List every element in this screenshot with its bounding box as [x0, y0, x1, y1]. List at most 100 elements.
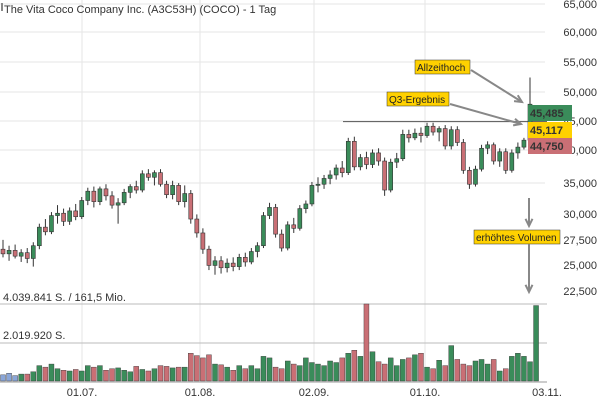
y-tick-label: 22,500 [563, 286, 597, 298]
candle-body [412, 132, 418, 139]
candle-body [0, 248, 6, 255]
candle [152, 170, 157, 186]
volume-bar [327, 360, 333, 382]
candle [503, 148, 509, 174]
candle [461, 139, 466, 174]
volume-bar [12, 375, 18, 382]
candle [352, 136, 357, 171]
candle-body [358, 157, 363, 168]
volume-bar [321, 365, 327, 382]
candle [170, 180, 175, 200]
candle-body [297, 208, 303, 229]
candle [473, 165, 478, 187]
candle [249, 248, 254, 265]
candle [206, 245, 212, 271]
candle-body [267, 207, 272, 216]
volume-bar [272, 366, 279, 382]
candle [55, 205, 60, 224]
volume-bar [430, 368, 436, 382]
volume-bar [36, 365, 43, 382]
candle [315, 177, 321, 193]
candle-body [12, 250, 18, 257]
candle [497, 148, 503, 167]
candle [236, 253, 242, 271]
annotation-allzeithoch-bg [414, 59, 471, 75]
x-tick-label: 01.10. [410, 387, 441, 399]
candle-body [73, 210, 78, 218]
volume-bar [42, 366, 49, 382]
candle [448, 126, 454, 150]
candle [146, 169, 151, 181]
candle [279, 229, 284, 252]
candle [303, 200, 309, 214]
candle [212, 256, 218, 275]
candle-body [279, 233, 284, 249]
volume-bar [478, 359, 485, 382]
candle-body [515, 146, 521, 154]
candle-body [418, 132, 424, 136]
candle-body [461, 142, 466, 171]
candle [424, 122, 430, 138]
candle [30, 242, 36, 267]
price-high-badge: 45,485 [528, 105, 572, 121]
annotation-q3: Q3-Ergebnis [386, 91, 450, 107]
candle-body [224, 262, 230, 269]
candle [406, 129, 412, 143]
volume-bar [182, 366, 188, 382]
candle [285, 221, 291, 251]
candle-body [485, 144, 490, 149]
candle-body [509, 152, 515, 171]
candle [164, 180, 169, 199]
candle [261, 212, 266, 249]
candle-body [85, 190, 91, 201]
candle-body [370, 152, 375, 165]
candle [388, 158, 393, 193]
volume-bar [0, 374, 6, 382]
candle-body [152, 172, 157, 178]
volume-bar [278, 368, 285, 382]
volume-bar [236, 365, 242, 382]
candle [273, 203, 278, 238]
candle-body [164, 183, 169, 195]
volume-bar [79, 370, 85, 382]
candle-body [109, 195, 115, 206]
volume-bar [406, 357, 412, 382]
candle [345, 137, 351, 175]
price-low-badge-bg [528, 138, 572, 154]
candle-body [24, 252, 30, 259]
candle [442, 125, 448, 150]
candle [49, 212, 54, 235]
volume-bar [200, 357, 206, 382]
candle-body [255, 245, 260, 252]
candle-body [333, 167, 339, 176]
volume-bar [424, 366, 430, 382]
candle-body [140, 173, 145, 191]
volume-bar [315, 363, 321, 382]
candle [158, 169, 163, 187]
candle-body [103, 188, 109, 197]
volume-bar [18, 373, 24, 382]
volume-bar [357, 356, 364, 382]
arrow-volumen [524, 244, 534, 295]
candle-body [91, 190, 97, 202]
volume-bars [0, 303, 539, 382]
candle-body [37, 226, 42, 247]
candle [37, 223, 42, 250]
volume-bar [436, 360, 442, 382]
volume-bar [188, 353, 194, 382]
volume-bar [54, 368, 61, 382]
candles [0, 77, 533, 275]
arrow-q3-line [449, 103, 522, 125]
volume-bar [121, 370, 127, 382]
volume-bar [66, 370, 73, 382]
volume-bar [333, 362, 339, 382]
candle [224, 258, 230, 273]
candle-body [491, 144, 496, 162]
candle [67, 207, 72, 225]
volume-bar [285, 360, 291, 382]
candle [376, 148, 381, 166]
candle [467, 166, 472, 189]
candle [430, 122, 436, 136]
volume-bar [490, 359, 497, 382]
candle-body [400, 134, 406, 160]
